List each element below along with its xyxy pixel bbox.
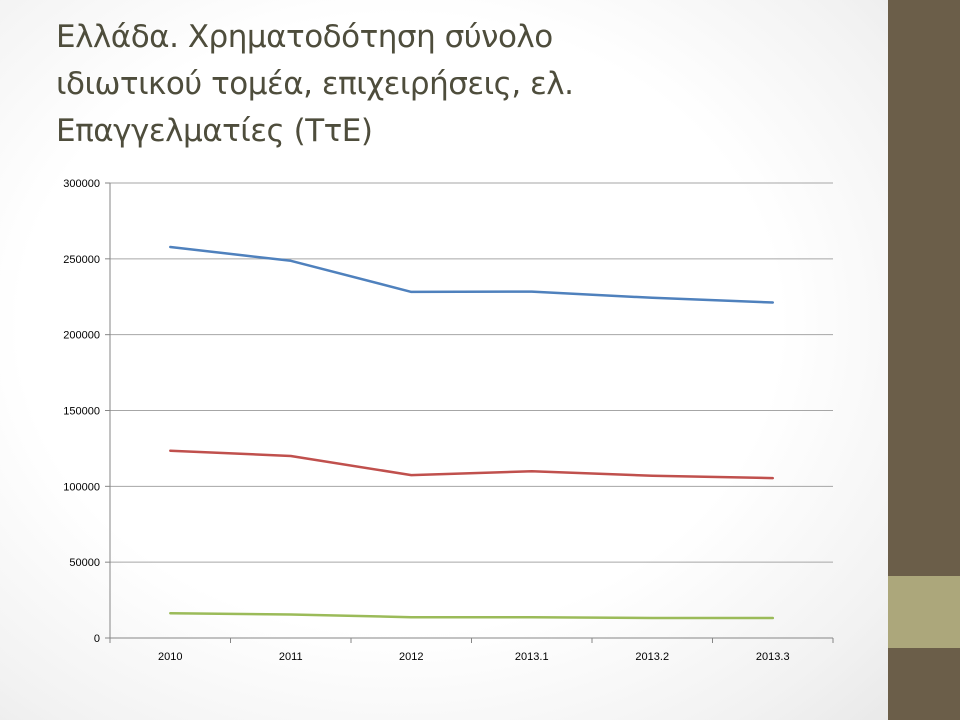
x-tick-label: 2010	[158, 651, 182, 663]
x-tick-label: 2012	[399, 651, 423, 663]
series-line-2	[169, 449, 775, 480]
slide-title-line-3: Επαγγελματίες (ΤτΕ)	[56, 113, 373, 149]
series-line-3	[169, 612, 775, 620]
slide-background	[0, 0, 888, 720]
y-tick-label: 150000	[63, 406, 100, 418]
x-tick-label: 2013.1	[515, 651, 549, 663]
y-axis-tick-labels: 0 50000 100000 150000 200000 250000 300000	[63, 178, 100, 645]
y-tick-label: 250000	[63, 254, 100, 266]
y-tick-label: 300000	[63, 178, 100, 190]
x-tick-label: 2013.2	[635, 651, 669, 663]
slide-title-line-2: ιδιωτικού τομέα, επιχειρήσεις, ελ.	[56, 66, 574, 102]
sidebar-band-top	[888, 0, 960, 576]
y-tick-label: 0	[94, 633, 100, 645]
y-tick-label: 200000	[63, 330, 100, 342]
y-tick-label: 100000	[63, 481, 100, 493]
chart-series	[169, 245, 775, 620]
y-tick-label: 50000	[69, 557, 100, 569]
series-line-1	[169, 245, 775, 304]
x-axis-tick-labels: 2010 2011 2012 2013.1 2013.2 2013.3	[158, 651, 790, 663]
x-tick-label: 2013.3	[756, 651, 790, 663]
sidebar-band-bottom	[888, 648, 960, 720]
chart-gridlines	[110, 182, 833, 563]
x-tick-label: 2011	[279, 651, 303, 663]
slide-title: Ελλάδα. Χρηματοδότηση σύνολο ιδιωτικού τ…	[56, 14, 816, 155]
line-chart: 0 50000 100000 150000 200000 250000 300000 201…	[63, 178, 834, 663]
slide-title-line-1: Ελλάδα. Χρηματοδότηση σύνολο	[56, 19, 553, 55]
sidebar-band-accent	[888, 576, 960, 648]
chart-axes	[105, 182, 834, 643]
decorative-sidebar	[888, 0, 960, 720]
